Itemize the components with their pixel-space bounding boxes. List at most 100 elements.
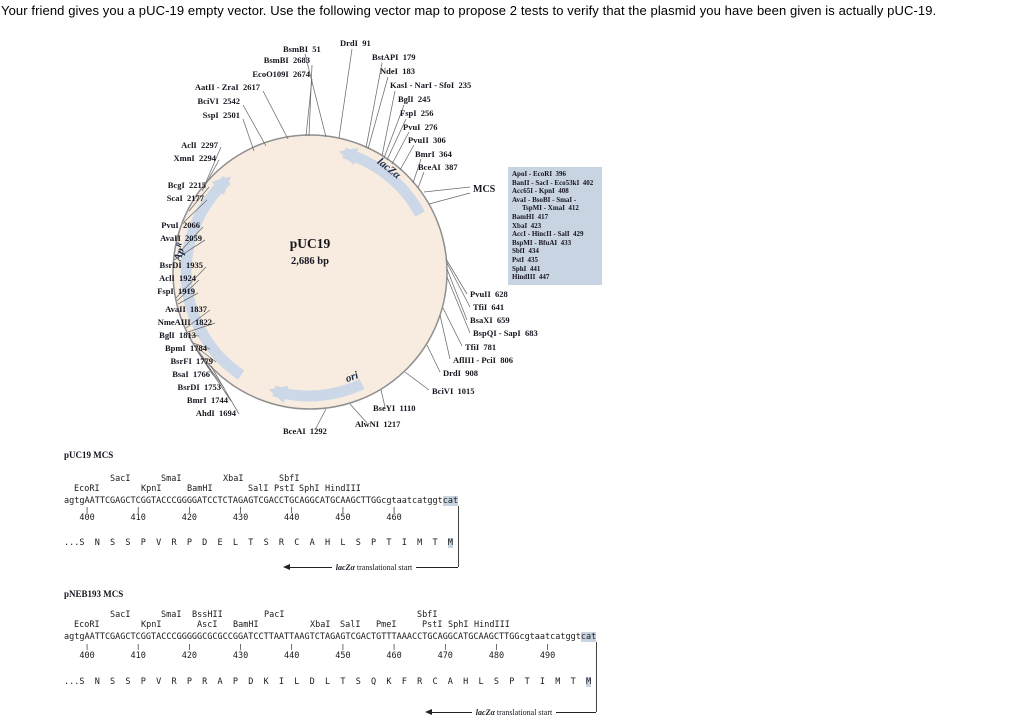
gene-name: lacZα [335, 562, 355, 572]
restriction-site-label: BspQI - SapI 683 [473, 328, 538, 338]
enzyme-label: SalI [340, 620, 361, 630]
mcs-box-row: AvaI - BsoBI - SmaI - [512, 195, 577, 204]
left-arrowhead-icon [283, 564, 290, 570]
restriction-site-label: BciVI 1015 [432, 386, 475, 396]
enzyme-label: PstI [422, 620, 443, 630]
restriction-site-label: BcgI 2215 [168, 180, 206, 190]
restriction-site-label: ScaI 2177 [167, 193, 205, 203]
plasmid-circle [172, 134, 448, 410]
restriction-site-label: AclI 1924 [159, 273, 197, 283]
dna-sequence: agtgAATTCGAGCTCGGTACCCGGGGGCGCGCCGGATCCT… [64, 632, 597, 642]
enzyme-label: SphI [299, 484, 320, 494]
enzyme-label: SalI [248, 484, 269, 494]
enzyme-label: BamHI [233, 620, 259, 630]
pneb193-mcs-title: pNEB193 MCS [64, 589, 124, 599]
mcs-box-row: SphI 441 [512, 264, 541, 273]
puc19-mcs-title: pUC19 MCS [64, 450, 114, 460]
laczalpha-start-annotation: lacZα translational start [283, 562, 459, 572]
enzyme-label: BamHI [187, 484, 213, 494]
mcs-pointer-label: MCS [473, 184, 496, 195]
mcs-box-row: HindIII 447 [512, 273, 550, 282]
enzyme-label: HindIII [474, 620, 510, 630]
laczalpha-gene-arrow [338, 147, 425, 217]
enzyme-label: SmaI [161, 610, 182, 620]
annotation-line [290, 566, 332, 568]
connector-line [458, 506, 459, 567]
mcs-box-row: XbaI 423 [512, 221, 542, 230]
annotation-rest: translational start [354, 562, 413, 572]
ampr-gene-label-sup: R [173, 241, 183, 250]
start-met-highlight: M [585, 677, 592, 687]
restriction-site-label: BceAI 1292 [283, 426, 327, 436]
annotation-text: lacZα translational start [472, 708, 556, 717]
restriction-site-label: AatII - ZraI 2617 [195, 82, 261, 92]
mcs-box-row: ApoI - EcoRI 396 [512, 170, 567, 178]
mcs-box-row: BanII - SacI - Eco53kI 402 [512, 178, 594, 187]
enzyme-label: XbaI [310, 620, 331, 630]
restriction-site-label: BstAPI 179 [372, 52, 415, 62]
restriction-site-label: BseYI 1110 [373, 403, 416, 413]
restriction-site-label: AclI 2297 [181, 140, 219, 150]
restriction-site-label: XmnI 2294 [173, 153, 216, 163]
plasmid-name: pUC19 [290, 236, 331, 251]
restriction-site-label: BsmBI 2683 [264, 55, 310, 65]
annotation-text: lacZα translational start [332, 563, 416, 572]
restriction-site-label: NdeI 183 [380, 66, 415, 76]
protein-sequence: ...S N S S P V R P D E L T S R C A H L S… [64, 538, 453, 548]
dna-sequence-main: agtgAATTCGAGCTCGGTACCCGGGGATCCTCTAGAGTCG… [64, 496, 443, 506]
ampr-gene-arrow [180, 175, 245, 380]
start-codon-highlight: cat [580, 632, 597, 642]
restriction-site-label: PvuI 2066 [161, 220, 200, 230]
leader-lines [173, 48, 471, 431]
enzyme-label: HindIII [325, 484, 361, 494]
ori-label: ori [344, 369, 361, 385]
restriction-site-label: FspI 1919 [157, 286, 195, 296]
plasmid-map: pUC19 2,686 bp lacZα ApR ori MCS BsmBI 5… [157, 38, 538, 436]
ampr-gene-label: ApR [169, 241, 188, 263]
ruler-ticks: | | | | | | | [64, 507, 397, 513]
mcs-box-row: AccI - HincII - SalI 429 [512, 230, 584, 239]
enzyme-label: EcoRI [74, 620, 100, 630]
dna-sequence-main: agtgAATTCGAGCTCGGTACCCGGGGGCGCGCCGGATCCT… [64, 632, 581, 642]
restriction-site-label: AhdI 1694 [196, 408, 237, 418]
question-text: Your friend gives you a pUC-19 empty vec… [1, 3, 937, 18]
enzyme-label: SacI [110, 610, 131, 620]
enzyme-label: KpnI [141, 484, 162, 494]
enzyme-label: SbfI [417, 610, 438, 620]
dna-sequence: agtgAATTCGAGCTCGGTACCCGGGGATCCTCTAGAGTCG… [64, 496, 459, 506]
mcs-site-list-box: ApoI - EcoRI 396 BanII - SacI - Eco53kI … [508, 167, 602, 285]
ruler-ticks: | | | | | | | | | | [64, 644, 551, 650]
restriction-site-label: BceAI 387 [418, 162, 458, 172]
restriction-site-label: BglI 245 [398, 94, 431, 104]
restriction-site-label: DrdI 91 [340, 38, 371, 48]
mcs-box-row: Acc65I - KpnI 408 [512, 187, 569, 196]
restriction-site-label: BsrFI 1779 [171, 356, 214, 366]
enzyme-label: SmaI [161, 474, 182, 484]
ampr-gene-label-base: Ap [171, 246, 187, 263]
enzyme-label: PmeI [376, 620, 397, 630]
enzyme-label: KpnI [141, 620, 162, 630]
start-met-highlight: M [447, 538, 453, 548]
restriction-site-label: BciVI 2542 [198, 96, 241, 106]
mcs-box-row: TspMI - XmaI 412 [522, 204, 579, 213]
gene-name: lacZα [475, 707, 495, 717]
restriction-site-label: DrdI 908 [443, 368, 478, 378]
enzyme-label: SphI [448, 620, 469, 630]
restriction-site-label: BmrI 364 [415, 149, 453, 159]
annotation-line [416, 566, 459, 568]
restriction-site-label: PvuII 306 [408, 135, 446, 145]
enzyme-label: SacI [110, 474, 131, 484]
restriction-site-label: SspI 2501 [203, 110, 240, 120]
restriction-site-label: PvuII 628 [470, 289, 508, 299]
ori-arrow [268, 378, 365, 404]
connector-line [596, 642, 597, 712]
restriction-site-label: TfiI 641 [473, 302, 504, 312]
enzyme-label: XbaI [223, 474, 244, 484]
enzyme-label: PstI [274, 484, 295, 494]
start-codon-highlight: cat [442, 496, 459, 506]
restriction-site-label: KasI - NarI - SfoI 235 [390, 80, 471, 90]
left-arrowhead-icon [425, 709, 432, 715]
enzyme-label: PacI [264, 610, 285, 620]
